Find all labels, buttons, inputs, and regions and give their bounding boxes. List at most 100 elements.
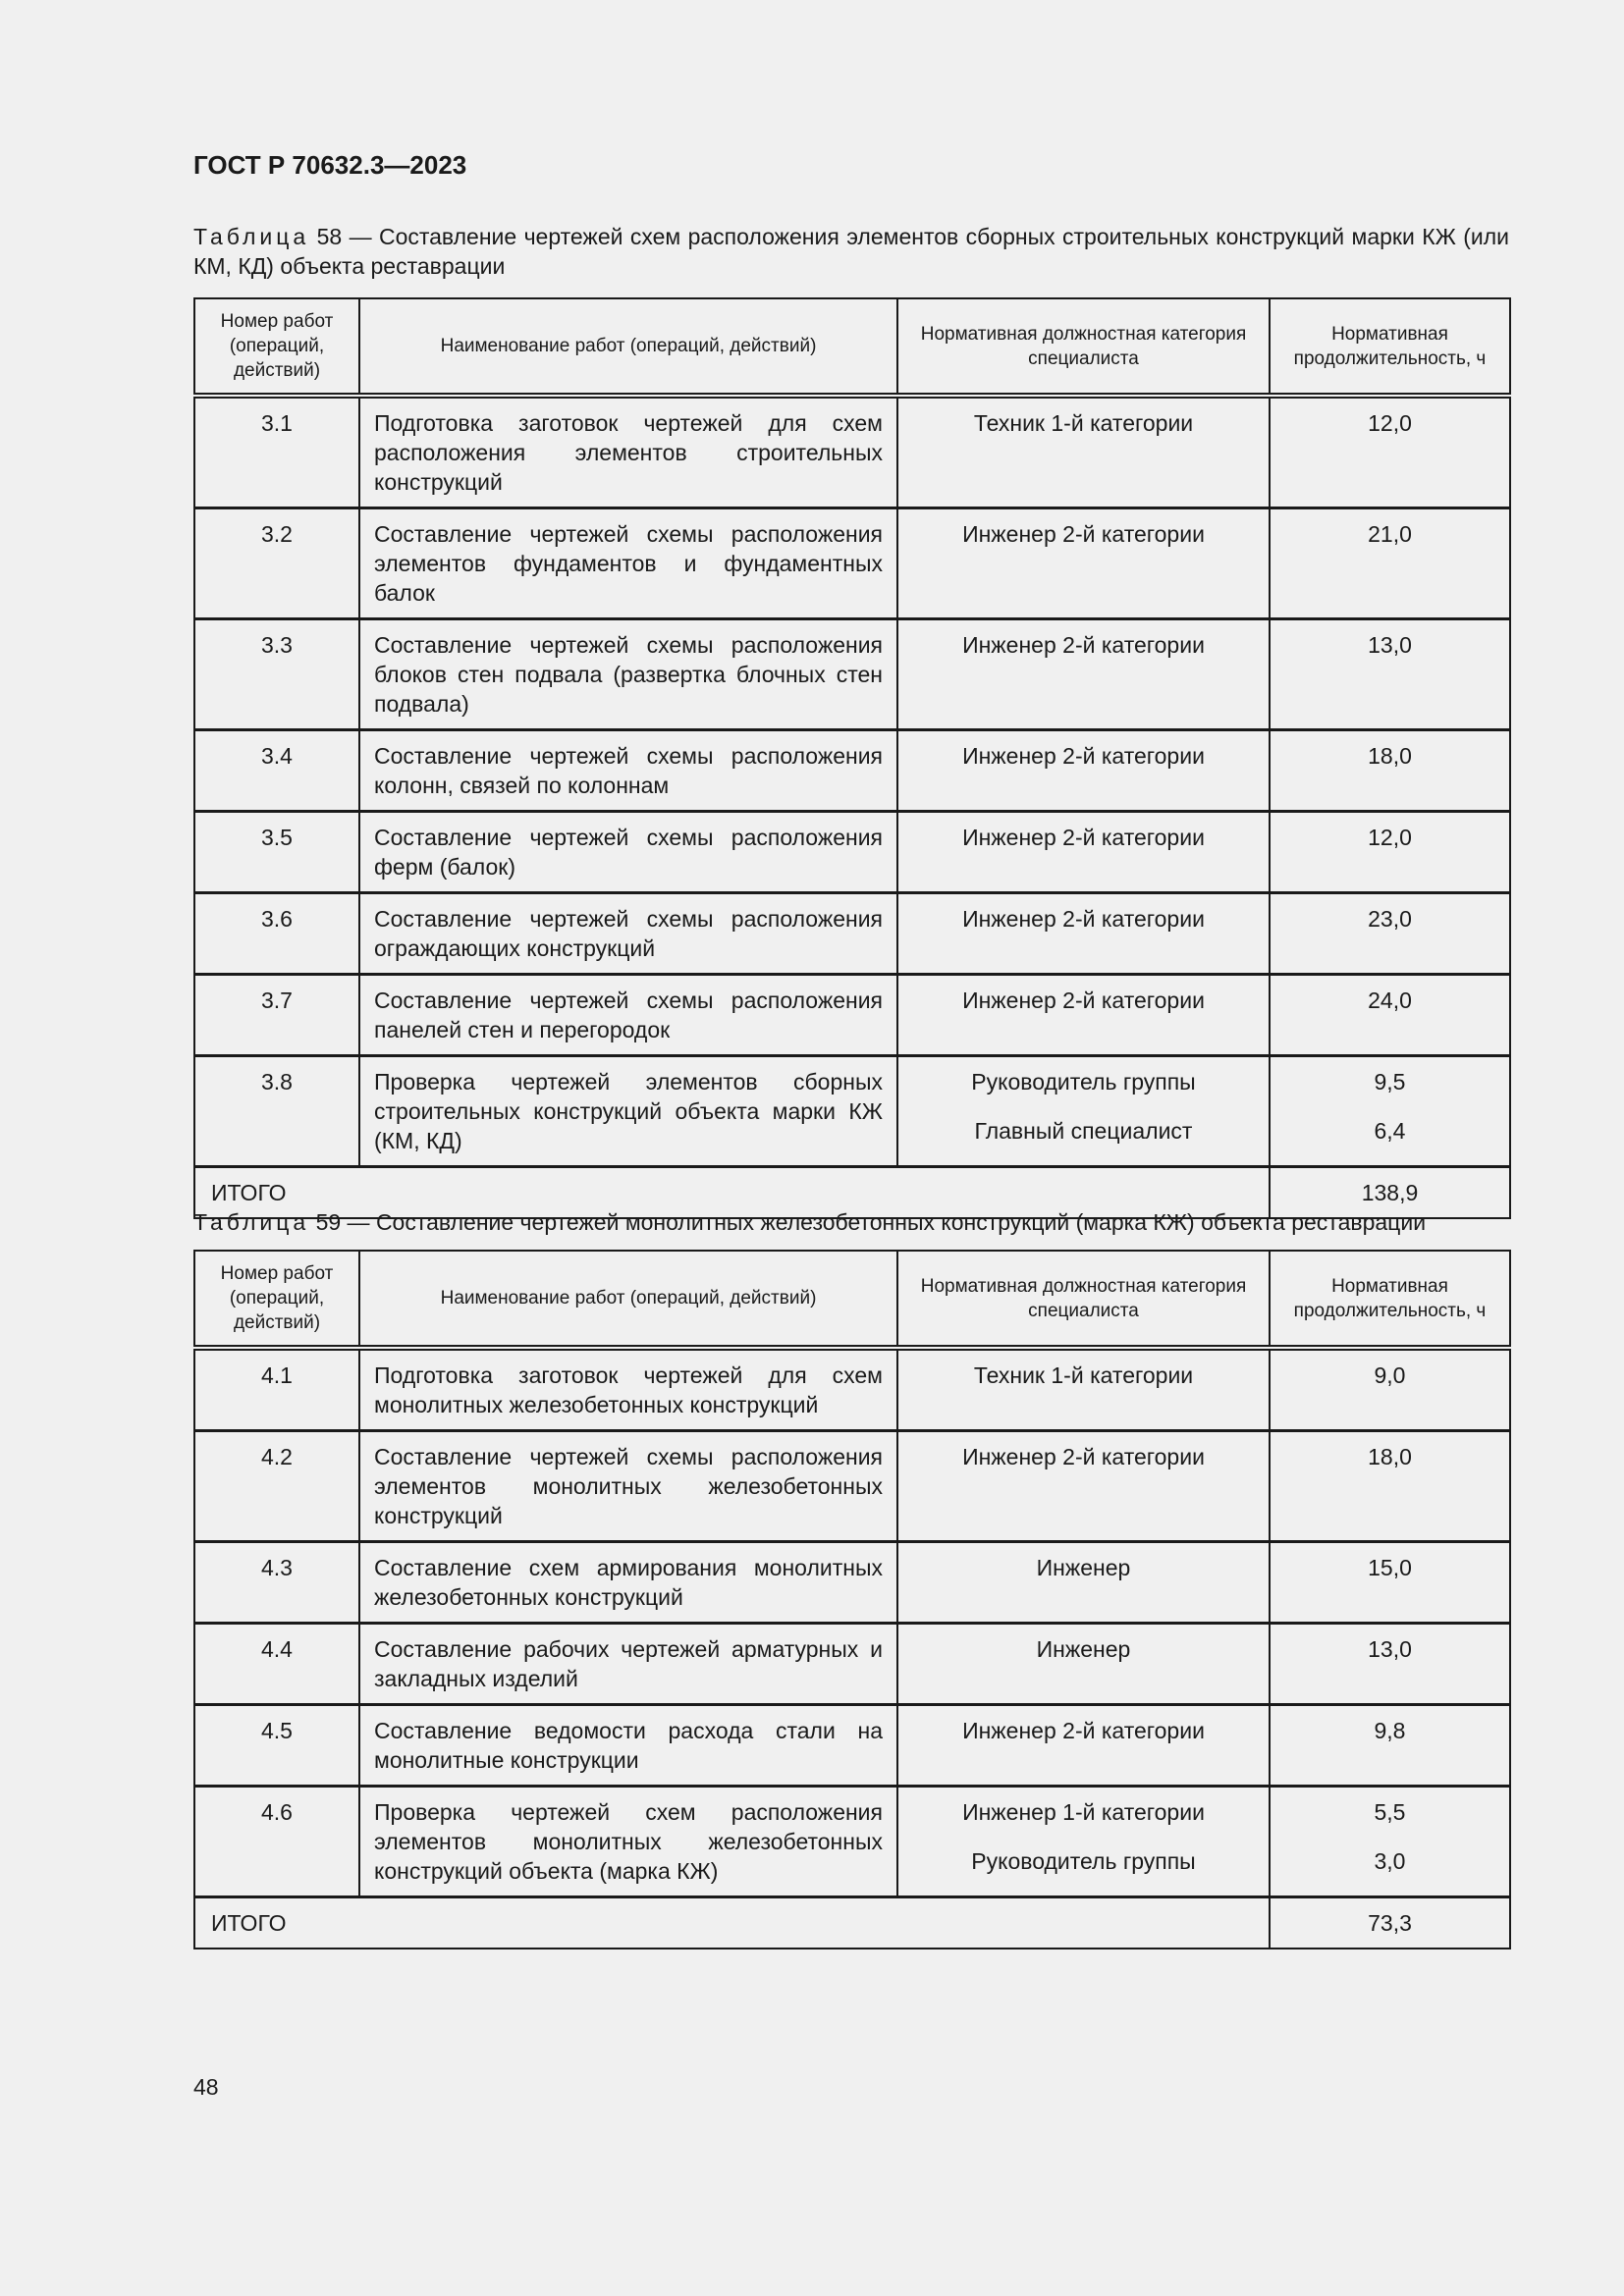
work-number: 4.2 [193,1429,360,1543]
category-value: Инженер [1036,1555,1131,1580]
specialist-category: Инженер 2-й категории [896,891,1271,976]
table-row: 4.1 Подготовка заготовок чертежей для схе… [193,1347,1511,1432]
duration-value: 5,5 [1374,1799,1406,1825]
column-header: Нормативная продолжительность, ч [1269,297,1511,397]
category-value: Инженер 2-й категории [962,743,1205,769]
specialist-category: Инженер 2-й категории [896,973,1271,1057]
category-value: Инженер 2-й категории [962,521,1205,547]
page-number: 48 [193,2074,219,2100]
duration-value: 18,0 [1368,1444,1412,1469]
duration-value: 3,0 [1374,1848,1406,1874]
duration-value: 9,8 [1374,1718,1406,1743]
table-header: Номер работ (операций, действий) Наименов… [193,1250,1511,1349]
caption-text: 58 — Составление чертежей схем расположе… [193,224,1510,279]
table-row: 3.6 Составление чертежей схемы расположе­… [193,891,1511,976]
table-58-caption: Таблица 58 — Составление чертежей схем р… [193,222,1509,281]
duration-value: 12,0 [1368,410,1412,436]
work-name: Проверка чертежей схем расположения элем… [358,1785,898,1898]
duration-value: 9,5 [1374,1069,1406,1095]
duration: 9,8 [1269,1703,1511,1788]
category-value: Техник 1-й категории [973,1362,1194,1388]
duration: 5,5 3,0 [1269,1785,1511,1898]
duration: 21,0 [1269,507,1511,620]
work-number: 3.4 [193,728,360,813]
duration-value: 9,0 [1374,1362,1406,1388]
column-header: Нормативная продолжительность, ч [1269,1250,1511,1349]
work-name: Подготовка заготовок чертежей для схем р… [358,395,898,509]
work-name: Составление рабочих чертежей арматурных … [358,1622,898,1706]
column-header: Нормативная должностная категория специа… [896,297,1271,397]
work-name: Подготовка заготовок чертежей для схем м… [358,1347,898,1432]
table-58: Номер работ (операций, действий) Наименов… [193,297,1511,1219]
table-row: 4.5 Составление ведомости расхода стали н… [193,1703,1511,1788]
work-number: 4.1 [193,1347,360,1432]
work-name: Проверка чертежей элементов сборных стро… [358,1054,898,1168]
total-label: ИТОГО [193,1165,1271,1219]
specialist-category: Руководитель группы Главный специалист [896,1054,1271,1168]
category-value: Инженер 2-й категории [962,632,1205,658]
duration: 23,0 [1269,891,1511,976]
duration-value: 13,0 [1368,1636,1412,1662]
specialist-category: Инженер 2-й категории [896,507,1271,620]
duration-value: 21,0 [1368,521,1412,547]
category-value: Руководитель группы [971,1069,1196,1095]
specialist-category: Инженер 2-й категории [896,728,1271,813]
duration: 18,0 [1269,728,1511,813]
category-value: Инженер 2-й категории [962,988,1205,1013]
category-value: Руководитель группы [971,1848,1196,1874]
category-value: Техник 1-й категории [973,410,1194,436]
header-row: Номер работ (операций, действий) Наименов… [193,297,1511,397]
category-value: Инженер 2-й категории [962,825,1205,850]
table-row: 4.2 Составление чертежей схемы расположе­… [193,1429,1511,1543]
duration: 13,0 [1269,1622,1511,1706]
table-row: 3.3 Составление чертежей схемы расположе­… [193,617,1511,731]
work-name: Составление ведомости расхода стали на м… [358,1703,898,1788]
table-row: 4.3 Составление схем армирования монолит­… [193,1540,1511,1625]
duration-value: 23,0 [1368,906,1412,932]
work-name: Составление чертежей схемы расположе­ния… [358,507,898,620]
duration: 9,5 6,4 [1269,1054,1511,1168]
work-name: Составление чертежей схемы расположе­ния… [358,728,898,813]
total-label: ИТОГО [193,1896,1271,1949]
column-header: Наименование работ (операций, действий) [358,297,898,397]
work-name: Составление чертежей схемы расположе­ния… [358,810,898,894]
total-row: ИТОГО 138,9 [193,1165,1511,1219]
duration-value: 13,0 [1368,632,1412,658]
specialist-category: Инженер [896,1622,1271,1706]
specialist-category: Инженер 1-й категории Руководитель группы [896,1785,1271,1898]
duration-value: 24,0 [1368,988,1412,1013]
duration: 9,0 [1269,1347,1511,1432]
duration: 15,0 [1269,1540,1511,1625]
work-number: 3.5 [193,810,360,894]
table-row: 4.4 Составление рабочих чертежей арматурн… [193,1622,1511,1706]
table-label: Таблица [193,224,310,249]
header-row: Номер работ (операций, действий) Наименов… [193,1250,1511,1349]
specialist-category: Инженер 2-й категории [896,617,1271,731]
specialist-category: Техник 1-й категории [896,1347,1271,1432]
table-body: 3.1 Подготовка заготовок чертежей для схе… [193,395,1511,1219]
table-row: 3.1 Подготовка заготовок чертежей для схе… [193,395,1511,509]
column-header: Нормативная должностная категория специа… [896,1250,1271,1349]
work-number: 4.5 [193,1703,360,1788]
duration-value: 15,0 [1368,1555,1412,1580]
duration-value: 12,0 [1368,825,1412,850]
column-header: Номер работ (операций, действий) [193,297,360,397]
duration-value: 6,4 [1374,1118,1406,1144]
total-value: 73,3 [1269,1896,1511,1949]
category-value: Инженер 2-й категории [962,1718,1205,1743]
specialist-category: Техник 1-й категории [896,395,1271,509]
work-name: Составление чертежей схемы расположе­ния… [358,973,898,1057]
specialist-category: Инженер 2-й категории [896,1429,1271,1543]
duration-value: 18,0 [1368,743,1412,769]
category-value: Инженер [1036,1636,1131,1662]
table-59: Номер работ (операций, действий) Наименов… [193,1250,1511,1949]
category-value: Инженер 2-й категории [962,1444,1205,1469]
work-number: 3.1 [193,395,360,509]
category-value: Инженер 1-й категории [962,1799,1205,1825]
table-row: 3.8 Проверка чертежей элементов сборных с… [193,1054,1511,1168]
category-value: Инженер 2-й категории [962,906,1205,932]
total-row: ИТОГО 73,3 [193,1896,1511,1949]
table-59-caption: Таблица 59 — Составление чертежей моноли… [193,1207,1509,1237]
work-number: 3.3 [193,617,360,731]
category-value: Главный специалист [974,1118,1193,1144]
